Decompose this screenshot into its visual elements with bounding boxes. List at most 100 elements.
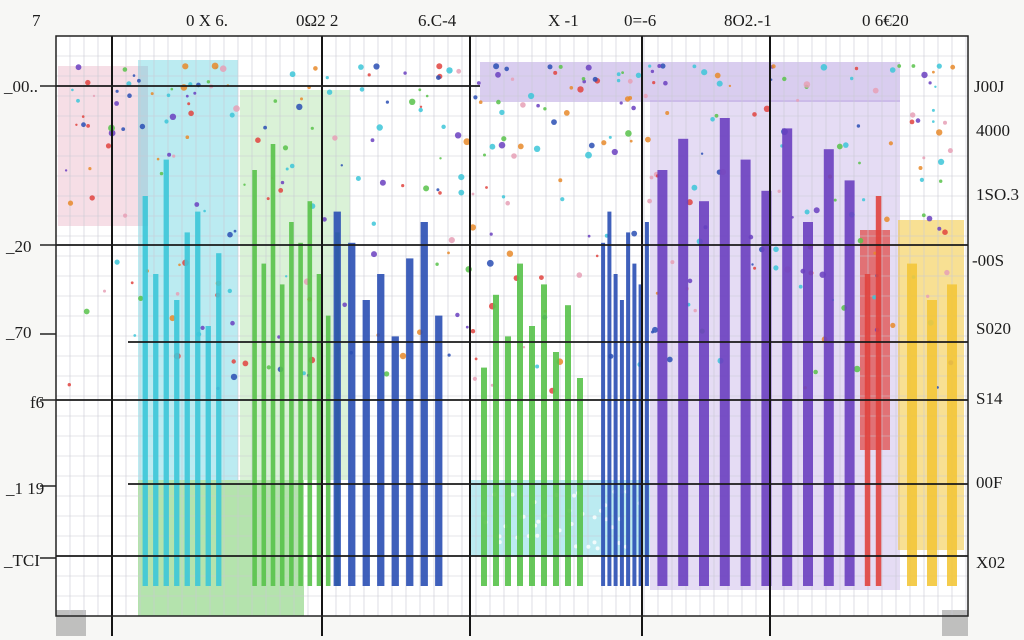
scatter-point <box>187 102 191 106</box>
scatter-point <box>862 198 866 202</box>
color-block <box>650 100 900 590</box>
bar <box>907 263 917 586</box>
bar <box>565 305 571 586</box>
scatter-point <box>506 250 514 257</box>
scatter-point <box>159 171 164 176</box>
scatter-point <box>499 109 505 116</box>
right-tick-label: S020 <box>976 319 1011 338</box>
scatter-point <box>710 117 715 122</box>
color-block <box>240 90 350 480</box>
scatter-point <box>255 137 261 143</box>
scatter-point <box>105 143 112 149</box>
scatter-point <box>714 113 719 118</box>
scatter-point <box>266 365 271 370</box>
scatter-point <box>936 63 942 69</box>
scatter-point <box>188 110 194 117</box>
scatter-point <box>621 71 624 74</box>
bar <box>505 336 511 586</box>
scatter-point <box>178 263 181 267</box>
scatter-point <box>438 191 442 195</box>
left-tick-label: _20 <box>5 237 32 256</box>
scatter-point <box>379 179 386 186</box>
scatter-point <box>185 94 189 98</box>
scatter-point <box>922 156 926 160</box>
scatter-point <box>511 153 517 159</box>
scatter-point <box>648 64 652 68</box>
bar <box>517 263 523 586</box>
top-tick-label: 8O2.-1 <box>724 11 772 30</box>
scatter-point <box>170 87 174 91</box>
scatter-point <box>193 91 197 95</box>
top-tick-label: 0 6€20 <box>862 11 909 30</box>
scatter-point <box>751 263 754 266</box>
scatter-point <box>804 209 810 215</box>
scatter-point <box>383 371 390 377</box>
scatter-point <box>243 183 246 186</box>
scatter-point <box>401 184 405 188</box>
scatter-point <box>446 67 453 74</box>
scatter-point <box>522 346 526 349</box>
scatter-point <box>114 259 120 265</box>
bar <box>678 138 689 587</box>
scatter-point <box>872 295 877 300</box>
scatter-point <box>666 356 673 363</box>
scatter-point <box>539 275 544 280</box>
scatter-point <box>76 98 80 103</box>
scatter-point <box>367 73 371 77</box>
scatter-point <box>692 64 697 69</box>
scatter-point <box>553 70 558 75</box>
scatter-point <box>752 112 757 117</box>
bar <box>316 274 322 586</box>
scatter-point <box>121 127 126 131</box>
scatter-point <box>470 329 476 334</box>
scatter-point <box>608 135 612 139</box>
scatter-point <box>763 105 771 113</box>
scatter-point <box>474 357 478 361</box>
right-tick-label: 4000 <box>976 121 1010 140</box>
scatter-point <box>373 63 380 70</box>
bar <box>333 211 341 586</box>
scatter-point <box>359 87 365 92</box>
scatter-point <box>326 89 333 95</box>
right-tick-label: 00F <box>976 473 1002 492</box>
scatter-point <box>551 119 557 125</box>
scatter-point <box>229 112 235 118</box>
scatter-point <box>180 84 188 91</box>
bar <box>216 253 222 586</box>
scatter-point <box>448 237 455 244</box>
bar <box>761 190 772 587</box>
bar <box>391 336 399 586</box>
scatter-point <box>850 76 854 81</box>
scatter-point <box>496 99 501 105</box>
scatter-point <box>489 143 496 150</box>
scatter-point <box>693 308 697 313</box>
color-block <box>860 230 890 450</box>
scatter-point <box>782 76 787 82</box>
scatter-point <box>289 71 296 78</box>
scatter-point <box>242 360 249 367</box>
scatter-point <box>932 70 935 74</box>
right-tick-label: -00S <box>972 251 1004 270</box>
scatter-point <box>227 288 232 294</box>
right-tick-labels: J00J 4000 1SO.3 -00S S020 S14 00F X02 <box>972 77 1019 572</box>
bar <box>638 284 643 586</box>
scatter-point <box>833 198 837 202</box>
scatter-point <box>616 72 621 77</box>
scatter-point <box>700 152 704 155</box>
scatter-point <box>543 107 547 111</box>
scatter-point <box>547 64 553 70</box>
color-block <box>942 610 968 636</box>
scatter-point <box>493 63 500 70</box>
scatter-point <box>714 72 721 79</box>
scatter-point <box>81 122 86 128</box>
scatter-point <box>888 141 894 146</box>
scatter-point <box>233 229 237 233</box>
scatter-point <box>921 71 928 79</box>
top-tick-label: 0Ω2 2 <box>296 11 338 30</box>
scatter-point <box>285 275 288 278</box>
bar <box>657 170 668 586</box>
bar <box>875 196 882 586</box>
scatter-point <box>950 64 956 70</box>
bar <box>325 315 331 586</box>
scatter-point <box>643 93 648 99</box>
